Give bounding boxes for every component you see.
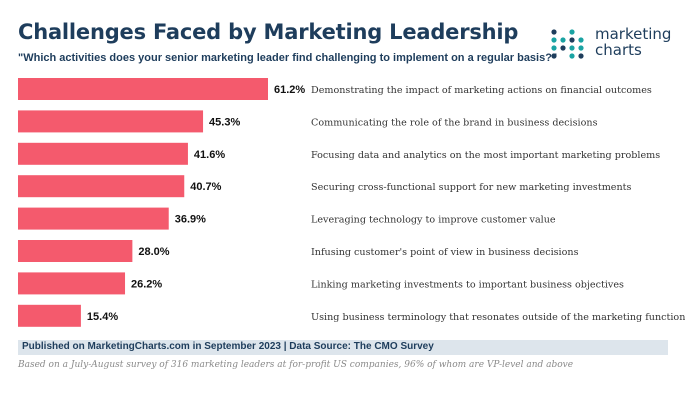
logo-dot — [569, 29, 575, 35]
logo-dot — [569, 45, 575, 51]
chart-subtitle: "Which activities does your senior marke… — [18, 52, 558, 64]
bar-value-label: 28.0% — [138, 246, 169, 258]
logo-dot — [560, 37, 566, 43]
bar-value-label: 15.4% — [87, 311, 118, 323]
logo-dot — [578, 45, 584, 51]
category-label: Securing cross-functional support for ne… — [311, 182, 631, 193]
logo-dot — [551, 45, 557, 51]
logo-text: marketing charts — [595, 26, 671, 58]
bar — [18, 272, 126, 295]
category-label: Using business terminology that resonate… — [311, 312, 685, 323]
logo-dot — [551, 29, 557, 35]
footer-note: Based on a July-August survey of 316 mar… — [18, 360, 574, 370]
logo-dot — [560, 45, 566, 51]
category-label: Linking marketing investments to importa… — [311, 279, 624, 290]
bar — [18, 240, 133, 262]
category-label: Leveraging technology to improve custome… — [311, 215, 556, 226]
bar — [18, 142, 188, 165]
bar-value-label: 61.2% — [274, 84, 305, 96]
chart-title: Challenges Faced by Marketing Leadership — [18, 20, 519, 44]
category-label: Demonstrating the impact of marketing ac… — [311, 85, 652, 96]
logo-dot — [578, 53, 584, 59]
logo-dot — [551, 37, 557, 43]
bar — [18, 304, 81, 327]
bar — [18, 110, 204, 133]
bar — [18, 207, 169, 230]
bar — [18, 175, 185, 198]
bar-value-label: 45.3% — [209, 116, 240, 128]
category-label: Focusing data and analytics on the most … — [311, 150, 660, 161]
footer-source-bar: Published on MarketingCharts.com in Sept… — [18, 340, 668, 355]
bar-value-label: 41.6% — [194, 149, 225, 161]
bar-chart: 61.2% Demonstrating the impact of marketi… — [18, 78, 685, 327]
category-label: Infusing customer's point of view in bus… — [311, 247, 579, 258]
logo-dot — [578, 37, 584, 43]
marketingcharts-logo: marketing charts — [550, 26, 675, 64]
bar-value-label: 40.7% — [190, 181, 221, 193]
logo-dot — [569, 37, 575, 43]
bar-value-label: 26.2% — [131, 278, 162, 290]
logo-dots-icon — [551, 29, 584, 59]
logo-line-1: marketing — [595, 25, 672, 43]
logo-dot — [551, 53, 557, 59]
logo-dot — [569, 53, 575, 59]
footer-source: Published on MarketingCharts.com in Sept… — [22, 341, 434, 352]
logo-line-2: charts — [595, 41, 642, 59]
bar-value-label: 36.9% — [175, 214, 206, 226]
bar — [18, 78, 268, 100]
category-label: Communicating the role of the brand in b… — [311, 117, 598, 128]
